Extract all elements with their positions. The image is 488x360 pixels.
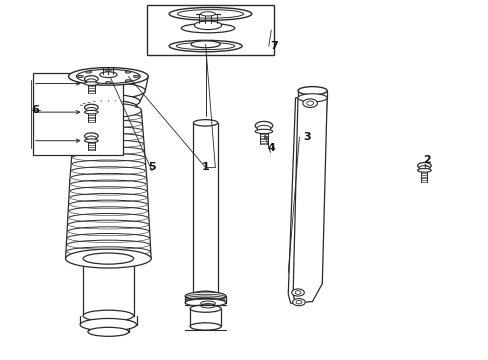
Ellipse shape: [176, 42, 234, 50]
Ellipse shape: [105, 69, 111, 71]
Bar: [33, 73, 122, 155]
Ellipse shape: [193, 291, 217, 297]
Ellipse shape: [86, 108, 96, 112]
Text: 2: 2: [422, 156, 430, 165]
Ellipse shape: [295, 300, 301, 304]
Ellipse shape: [181, 23, 234, 33]
Ellipse shape: [86, 79, 96, 83]
Text: 5: 5: [148, 162, 156, 172]
Ellipse shape: [86, 136, 96, 140]
Ellipse shape: [185, 298, 225, 307]
Text: 3: 3: [302, 132, 310, 142]
Ellipse shape: [201, 12, 215, 16]
Ellipse shape: [84, 139, 98, 143]
Ellipse shape: [257, 125, 270, 131]
Ellipse shape: [194, 21, 221, 30]
Ellipse shape: [79, 100, 137, 113]
Bar: [147, 5, 273, 55]
Ellipse shape: [88, 327, 128, 336]
Ellipse shape: [185, 292, 225, 300]
Ellipse shape: [193, 120, 217, 126]
Ellipse shape: [71, 82, 145, 99]
Ellipse shape: [77, 94, 140, 108]
Ellipse shape: [255, 121, 272, 130]
Ellipse shape: [68, 68, 148, 85]
Ellipse shape: [85, 71, 91, 73]
Ellipse shape: [76, 69, 140, 84]
Polygon shape: [292, 98, 326, 303]
Ellipse shape: [191, 41, 220, 48]
Ellipse shape: [297, 94, 326, 102]
Text: 1: 1: [202, 162, 209, 172]
Ellipse shape: [294, 291, 300, 294]
Ellipse shape: [255, 129, 272, 134]
Ellipse shape: [177, 10, 243, 18]
Ellipse shape: [169, 40, 242, 52]
Ellipse shape: [83, 310, 133, 321]
Ellipse shape: [105, 81, 111, 84]
Ellipse shape: [125, 71, 131, 73]
Ellipse shape: [84, 82, 98, 85]
Ellipse shape: [302, 99, 317, 108]
Ellipse shape: [169, 8, 251, 20]
Ellipse shape: [84, 104, 98, 111]
Ellipse shape: [306, 101, 313, 105]
Ellipse shape: [65, 249, 151, 268]
Text: 6: 6: [31, 105, 39, 115]
Ellipse shape: [291, 289, 304, 296]
Ellipse shape: [133, 75, 139, 77]
Ellipse shape: [84, 133, 98, 139]
Ellipse shape: [84, 76, 98, 82]
Ellipse shape: [292, 298, 305, 306]
Ellipse shape: [80, 319, 136, 331]
Text: 7: 7: [269, 41, 277, 51]
Ellipse shape: [83, 253, 133, 264]
Ellipse shape: [78, 75, 83, 77]
Ellipse shape: [85, 80, 91, 82]
Polygon shape: [287, 98, 326, 303]
Ellipse shape: [417, 168, 430, 172]
Ellipse shape: [84, 111, 98, 114]
Ellipse shape: [125, 80, 131, 82]
Ellipse shape: [100, 72, 117, 77]
Ellipse shape: [418, 166, 429, 170]
Ellipse shape: [417, 162, 430, 169]
Ellipse shape: [190, 305, 221, 312]
Ellipse shape: [297, 87, 326, 95]
Ellipse shape: [75, 103, 141, 118]
Ellipse shape: [190, 323, 221, 330]
Text: 4: 4: [267, 143, 275, 153]
